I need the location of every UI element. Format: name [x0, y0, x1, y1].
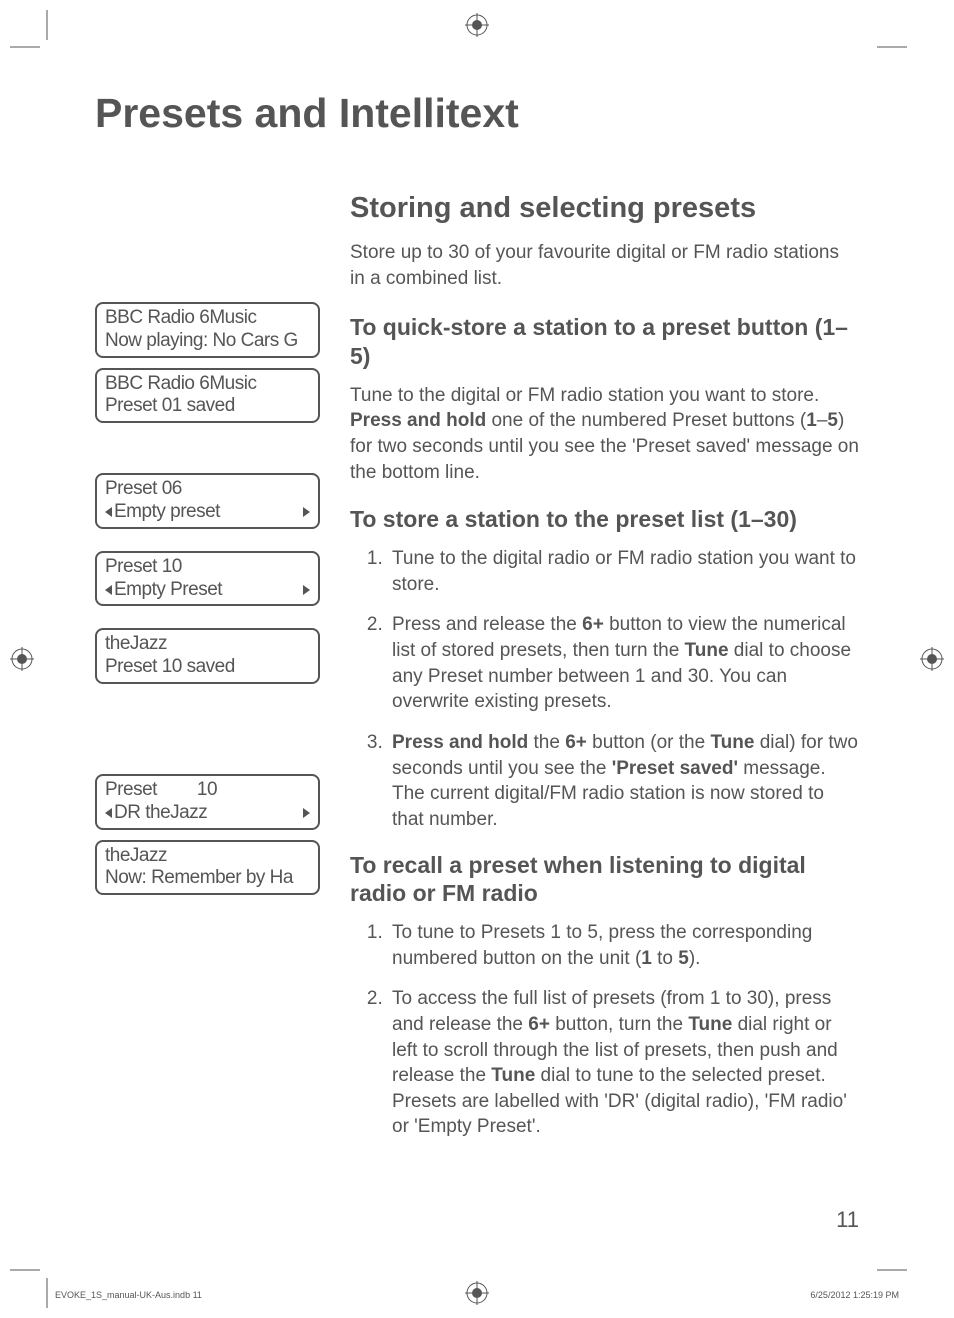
- list-item: Press and release the 6+ button to view …: [388, 612, 859, 715]
- lcd-line: Now: Remember by Ha: [105, 867, 310, 890]
- crop-mark: [40, 10, 55, 40]
- lcd-line: Preset 10 saved: [105, 656, 310, 679]
- list-item: Press and hold the 6+ button (or the Tun…: [388, 730, 859, 833]
- lcd-line: DR theJazz: [105, 802, 310, 825]
- lcd-line: theJazz: [105, 633, 310, 656]
- lcd-line: Now playing: No Cars G: [105, 330, 310, 353]
- lcd-screen-6: Preset 10 DR theJazz: [95, 774, 320, 830]
- arrow-left-icon: Empty preset: [105, 501, 220, 524]
- arrow-right-icon: [301, 802, 310, 825]
- registration-mark-bottom: [465, 1281, 489, 1305]
- crop-mark: [877, 1263, 907, 1278]
- page-content: Presets and Intellitext BBC Radio 6Music…: [0, 0, 954, 1158]
- list-item: To tune to Presets 1 to 5, press the cor…: [388, 920, 859, 971]
- arrow-left-icon: DR theJazz: [105, 802, 207, 825]
- registration-mark-left: [10, 647, 34, 671]
- lcd-line: Preset 10: [105, 779, 310, 802]
- lcd-line: BBC Radio 6Music: [105, 307, 310, 330]
- lcd-line: Empty Preset: [105, 579, 310, 602]
- subsection-title-1: To quick-store a station to a preset but…: [350, 313, 859, 371]
- registration-mark-top: [465, 13, 489, 37]
- lcd-screen-5: theJazz Preset 10 saved: [95, 628, 320, 684]
- text-column: Storing and selecting presets Store up t…: [350, 192, 859, 1158]
- registration-mark-right: [920, 647, 944, 671]
- numbered-list-1: Tune to the digital radio or FM radio st…: [350, 546, 859, 832]
- page-title: Presets and Intellitext: [95, 90, 859, 137]
- footer-right: 6/25/2012 1:25:19 PM: [810, 1290, 899, 1300]
- list-item: Tune to the digital radio or FM radio st…: [388, 546, 859, 597]
- lcd-line: Preset 10: [105, 556, 310, 579]
- arrow-right-icon: [301, 579, 310, 602]
- page-number: 11: [836, 1207, 859, 1233]
- arrow-left-icon: Empty Preset: [105, 579, 222, 602]
- lcd-line: Empty preset: [105, 501, 310, 524]
- lcd-line: BBC Radio 6Music: [105, 373, 310, 396]
- crop-mark: [10, 40, 40, 55]
- arrow-right-icon: [301, 501, 310, 524]
- subsection-title-3: To recall a preset when listening to dig…: [350, 851, 859, 909]
- lcd-line: Preset 06: [105, 478, 310, 501]
- crop-mark: [40, 1278, 55, 1308]
- body-text: Tune to the digital or FM radio station …: [350, 383, 859, 486]
- footer-left: EVOKE_1S_manual-UK-Aus.indb 11: [55, 1290, 202, 1300]
- lcd-line: theJazz: [105, 845, 310, 868]
- lcd-column: BBC Radio 6Music Now playing: No Cars G …: [95, 192, 320, 1158]
- intro-text: Store up to 30 of your favourite digital…: [350, 240, 859, 291]
- lcd-line: Preset 01 saved: [105, 395, 310, 418]
- subsection-title-2: To store a station to the preset list (1…: [350, 505, 859, 534]
- crop-mark: [877, 40, 907, 55]
- list-item: To access the full list of presets (from…: [388, 986, 859, 1140]
- crop-mark: [10, 1263, 40, 1278]
- lcd-screen-4: Preset 10 Empty Preset: [95, 551, 320, 607]
- lcd-screen-7: theJazz Now: Remember by Ha: [95, 840, 320, 896]
- section-title: Storing and selecting presets: [350, 192, 859, 225]
- lcd-screen-1: BBC Radio 6Music Now playing: No Cars G: [95, 302, 320, 358]
- content-grid: BBC Radio 6Music Now playing: No Cars G …: [95, 192, 859, 1158]
- numbered-list-2: To tune to Presets 1 to 5, press the cor…: [350, 920, 859, 1140]
- lcd-screen-3: Preset 06 Empty preset: [95, 473, 320, 529]
- lcd-screen-2: BBC Radio 6Music Preset 01 saved: [95, 368, 320, 424]
